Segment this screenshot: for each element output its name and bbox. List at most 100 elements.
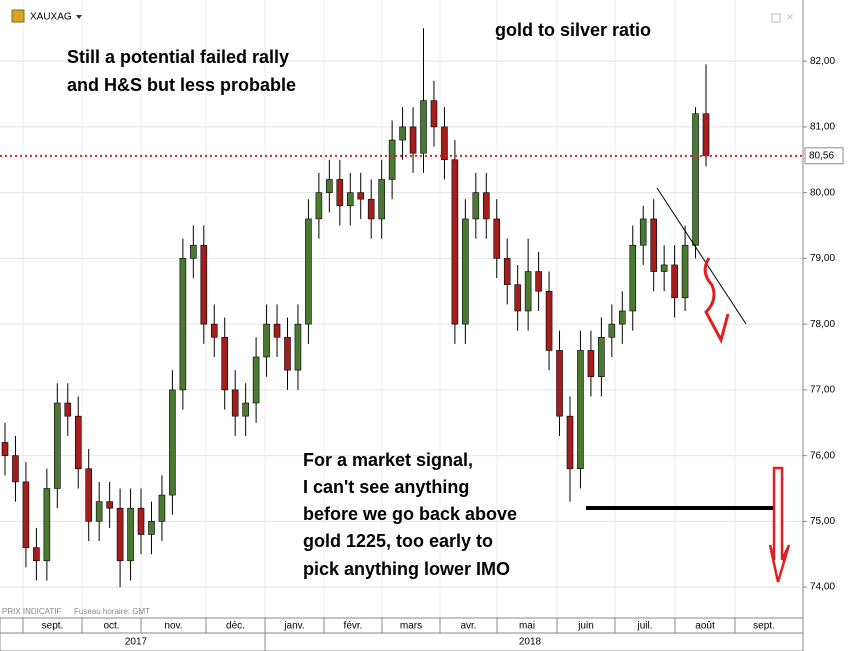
year-label: 2017 — [125, 637, 148, 648]
candles — [1, 28, 710, 588]
candle-body — [242, 402, 249, 417]
last-price-label: 80,56 — [809, 150, 834, 161]
annotation: For a market signal, — [303, 450, 473, 470]
candle-body — [660, 264, 668, 272]
candle-body — [336, 179, 344, 207]
candle-body — [169, 389, 176, 496]
candle-body — [577, 350, 584, 470]
down-arrow — [703, 257, 730, 345]
y-tick-label: 74,00 — [810, 582, 835, 593]
down-arrow — [768, 466, 791, 583]
month-label: mars — [400, 621, 422, 632]
candle-body — [671, 264, 678, 299]
candle-body — [294, 323, 302, 371]
month-label: juil. — [636, 621, 652, 632]
y-tick-label: 77,00 — [810, 385, 835, 396]
annotation: pick anything lower IMO — [303, 559, 510, 579]
candle-body — [22, 481, 30, 548]
candle-body — [629, 244, 637, 312]
dropdown-icon[interactable] — [76, 15, 82, 19]
candle-body — [263, 323, 270, 358]
annotation: before we go back above — [303, 504, 517, 524]
footer: PRIX INDICATIF — [2, 607, 62, 616]
month-label: août — [695, 621, 715, 632]
candle-body — [95, 501, 103, 522]
month-label: nov. — [164, 621, 182, 632]
candle-body — [420, 100, 427, 154]
candle-body — [472, 192, 480, 220]
candle-body — [252, 356, 260, 404]
toolbar: XAUXAG × — [11, 9, 794, 24]
month-label: sept. — [42, 621, 64, 632]
y-tick-label: 81,00 — [810, 122, 835, 133]
candle-body — [556, 350, 563, 417]
candle-body — [231, 389, 239, 417]
candle-body — [210, 323, 218, 338]
candle-body — [441, 126, 448, 161]
candle-body — [482, 192, 490, 220]
annotation: Still a potential failed rally — [67, 47, 289, 67]
y-tick-label: 79,00 — [810, 253, 835, 264]
candle-body — [116, 507, 124, 562]
candle-body — [1, 442, 9, 456]
candle-body — [367, 198, 375, 220]
candle-body — [85, 468, 93, 522]
trend-line — [656, 187, 747, 325]
candle-body — [692, 113, 699, 246]
candle-body — [650, 218, 657, 272]
annotation: gold to silver ratio — [495, 20, 651, 40]
close-button[interactable]: × — [786, 10, 793, 24]
candle-body — [315, 192, 323, 220]
candle-body — [378, 179, 385, 220]
candle-body — [179, 258, 187, 391]
y-tick-label: 82,00 — [810, 56, 835, 67]
month-label: févr. — [344, 621, 363, 632]
candle-body — [33, 547, 40, 562]
candle-body — [137, 507, 145, 535]
month-label: janv. — [283, 621, 304, 632]
month-label: déc. — [226, 621, 245, 632]
last-price-box — [804, 147, 844, 165]
year-label: 2018 — [519, 637, 542, 648]
candle-body — [388, 139, 396, 180]
y-tick-label: 80,00 — [810, 187, 835, 198]
candle-body — [158, 494, 166, 522]
candle-body — [357, 192, 365, 200]
candle-body — [702, 113, 710, 157]
month-label: sept. — [753, 621, 775, 632]
candle-body — [305, 218, 312, 325]
candle-body — [190, 244, 197, 259]
timezone: Fuseau horaire: GMT — [74, 607, 150, 616]
candle-body — [409, 126, 417, 154]
candle-body — [12, 455, 19, 483]
y-tick-label: 75,00 — [810, 516, 835, 527]
x-axis-panel — [0, 617, 804, 651]
candle-body — [462, 218, 469, 325]
candle-body — [430, 100, 438, 128]
window-button[interactable] — [771, 13, 781, 23]
candle-body — [503, 258, 511, 285]
candle-body — [346, 192, 354, 207]
annotation: and H&S but less probable — [67, 75, 296, 95]
y-tick-label: 76,00 — [810, 450, 835, 461]
candle-body — [566, 415, 574, 470]
candle-body — [545, 290, 553, 351]
symbol: XAUXAG — [30, 12, 72, 23]
symbol-icon — [11, 9, 25, 23]
month-label: avr. — [460, 621, 476, 632]
annotation: I can't see anything — [303, 477, 469, 497]
x-axis: sept. oct. nov. déc. janv. févr. mars avr. mai ju… — [22, 618, 775, 651]
candle-body — [639, 218, 647, 246]
grid — [0, 0, 803, 618]
candle-body — [106, 501, 113, 509]
annotation: gold 1225, too early to — [303, 531, 493, 551]
candle-body — [74, 415, 82, 470]
candle-body — [200, 244, 208, 325]
month-label: oct. — [103, 621, 119, 632]
candle-body — [587, 350, 595, 378]
candle-body — [399, 126, 406, 141]
candle-body — [284, 336, 291, 371]
y-tick-label: 78,00 — [810, 319, 835, 330]
month-label: mai — [519, 621, 535, 632]
